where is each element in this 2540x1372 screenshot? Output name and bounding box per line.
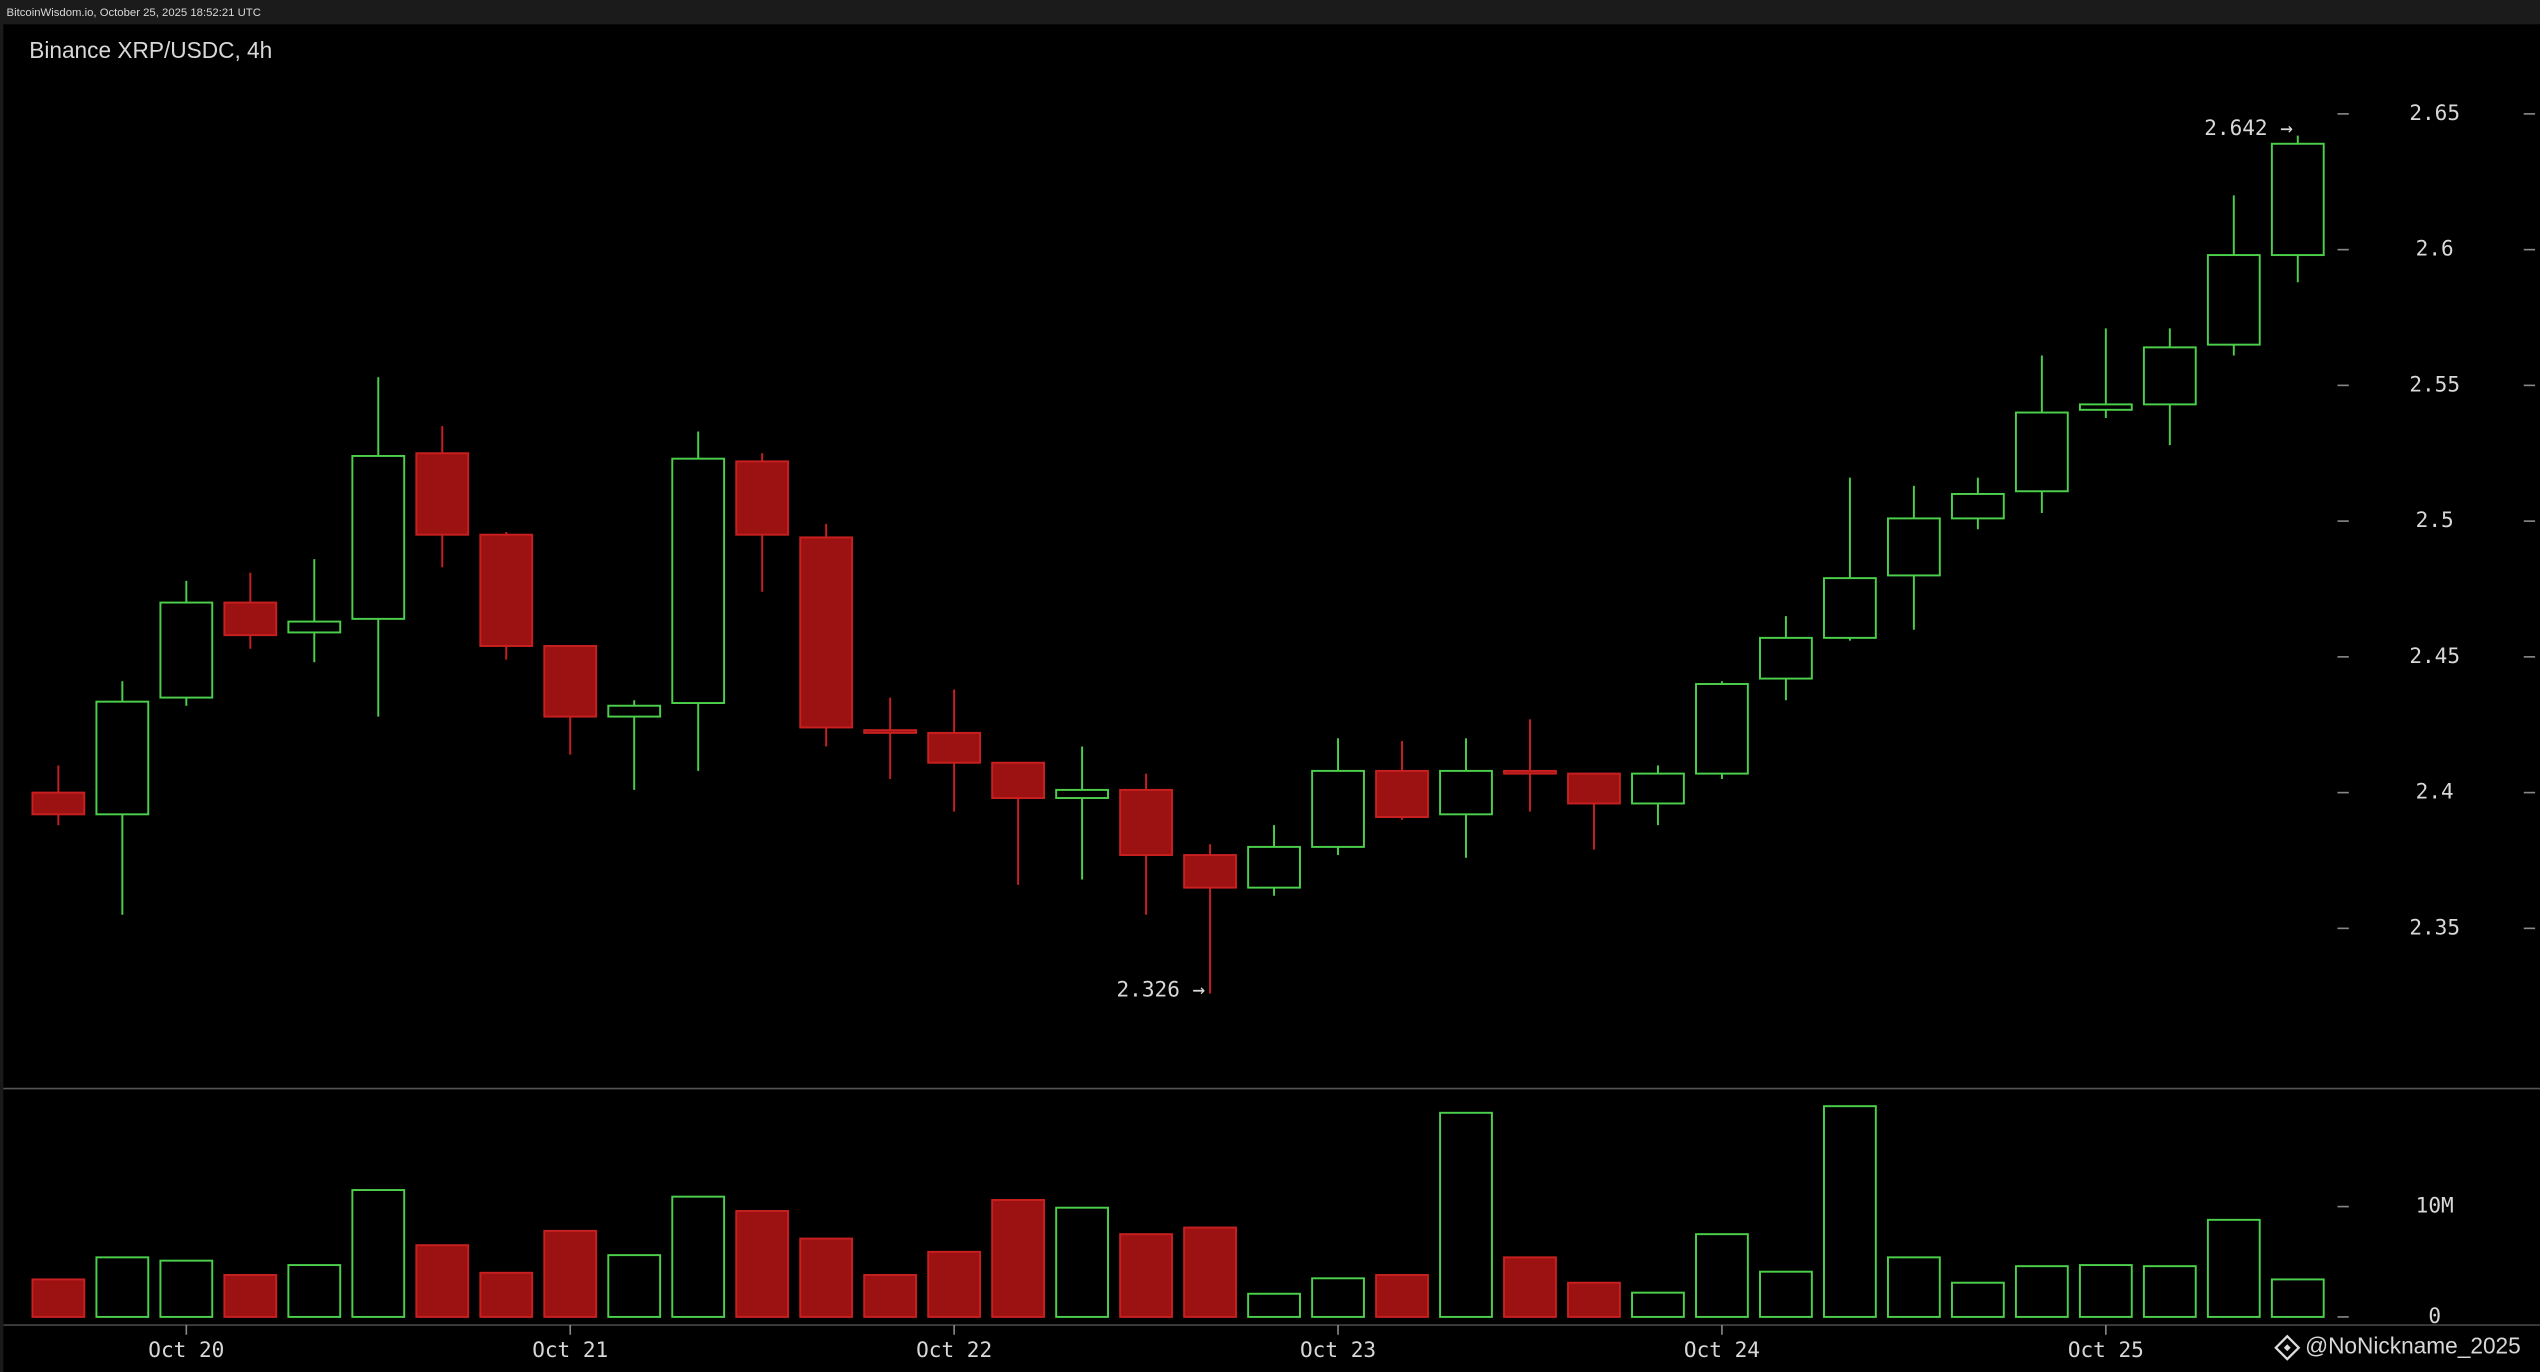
volume-bar	[1055, 1206, 1109, 1318]
volume-bar	[159, 1259, 214, 1318]
candle-body	[1631, 772, 1685, 805]
y-tick-label: 2.35	[2409, 914, 2460, 939]
candle-body	[607, 704, 662, 718]
volume-bar	[1823, 1105, 1877, 1318]
candle-body	[2142, 346, 2197, 406]
y-tick-label: 2.4	[2416, 779, 2454, 804]
volume-bar	[1503, 1256, 1557, 1318]
volume-bar	[927, 1250, 982, 1318]
candle-body	[863, 729, 918, 734]
chart-panel	[3, 24, 2540, 1372]
candle-body	[415, 452, 470, 536]
y-tick-label: 2.6	[2416, 236, 2454, 261]
candle-body	[1247, 845, 1301, 889]
volume-bar	[1183, 1226, 1237, 1318]
candle-body	[95, 700, 150, 816]
candle-body	[1759, 636, 1813, 680]
candle-body	[671, 457, 726, 704]
volume-bar	[1311, 1277, 1365, 1318]
volume-bar	[607, 1254, 662, 1318]
candle-body	[2014, 411, 2069, 493]
x-tick-label: Oct 24	[1684, 1337, 1760, 1362]
candle-body	[1823, 577, 1877, 639]
x-tick-label: Oct 20	[148, 1337, 224, 1362]
candle-body	[1375, 769, 1429, 819]
volume-bar	[2206, 1218, 2261, 1318]
volume-bar	[1695, 1233, 1749, 1318]
volume-bar	[415, 1244, 470, 1318]
x-tick-label: Oct 21	[532, 1337, 608, 1362]
candle-body	[223, 601, 278, 637]
candle-body	[1567, 772, 1621, 805]
candle-body	[735, 460, 790, 536]
volume-bar	[1886, 1256, 1941, 1318]
volume-bar	[2270, 1278, 2325, 1318]
x-tick-label: Oct 25	[2068, 1337, 2144, 1362]
volume-bar	[1631, 1291, 1685, 1318]
volume-bar	[31, 1278, 86, 1318]
volume-bar	[1950, 1281, 2005, 1318]
y-tick-label: 2.55	[2409, 371, 2460, 396]
candle-body	[1183, 854, 1237, 889]
candle-body	[1439, 769, 1493, 816]
volume-bar	[1567, 1281, 1621, 1318]
y-tick-label: 2.5	[2416, 507, 2454, 532]
y-tick-label: 2.45	[2409, 643, 2460, 668]
x-tick-label: Oct 22	[916, 1337, 992, 1362]
volume-bar	[1247, 1292, 1301, 1318]
candle-body	[2206, 254, 2261, 346]
volume-bar	[543, 1229, 598, 1318]
candle-body	[1311, 769, 1365, 848]
extreme-label: 2.326 →	[1117, 976, 1206, 1001]
volume-bar	[95, 1256, 150, 1318]
candle-body	[1119, 788, 1173, 857]
volume-bar	[799, 1237, 854, 1318]
candle-body	[799, 536, 854, 729]
candle-body	[1695, 683, 1749, 775]
volume-bar	[1439, 1111, 1493, 1318]
candle-body	[1055, 788, 1109, 800]
candle-body	[287, 620, 342, 634]
candle-body	[991, 761, 1046, 800]
watermark-text: @NoNickname_2025	[2305, 1333, 2521, 1359]
volume-bar	[2142, 1265, 2197, 1318]
volume-bar	[1375, 1274, 1429, 1318]
candle-body	[927, 731, 982, 764]
volume-bar	[863, 1274, 918, 1318]
candle-body	[479, 533, 534, 647]
candle-body	[1950, 492, 2005, 520]
candle-body	[1503, 769, 1557, 775]
x-tick-label: Oct 23	[1300, 1337, 1376, 1362]
volume-bar	[991, 1198, 1046, 1318]
extreme-label: 2.642 →	[2204, 115, 2293, 140]
volume-bar	[671, 1195, 726, 1318]
header: BitcoinWisdom.io, October 25, 2025 18:52…	[7, 7, 261, 19]
volume-bar	[735, 1210, 790, 1318]
volume-bar	[2078, 1264, 2133, 1318]
volume-tick-label: 10M	[2416, 1193, 2454, 1218]
candle-body	[31, 791, 86, 816]
candle-body	[2078, 403, 2133, 411]
y-tick-label: 2.65	[2409, 100, 2460, 125]
volume-tick-label: 0	[2428, 1303, 2441, 1328]
candle-body	[543, 645, 598, 718]
watermark: @NoNickname_2025	[2274, 1333, 2521, 1361]
volume-bar	[351, 1189, 406, 1318]
candle-body	[2270, 142, 2325, 257]
volume-bar	[2014, 1265, 2069, 1318]
candle-body	[1886, 517, 1941, 577]
candle-body	[159, 601, 214, 699]
volume-bar	[1759, 1270, 1813, 1318]
volume-bar	[479, 1271, 534, 1318]
volume-bar	[1119, 1233, 1173, 1318]
volume-bar	[287, 1264, 342, 1318]
volume-bar	[223, 1274, 278, 1318]
candle-body	[351, 454, 406, 620]
chart-title: Binance XRP/USDC, 4h	[29, 37, 272, 63]
